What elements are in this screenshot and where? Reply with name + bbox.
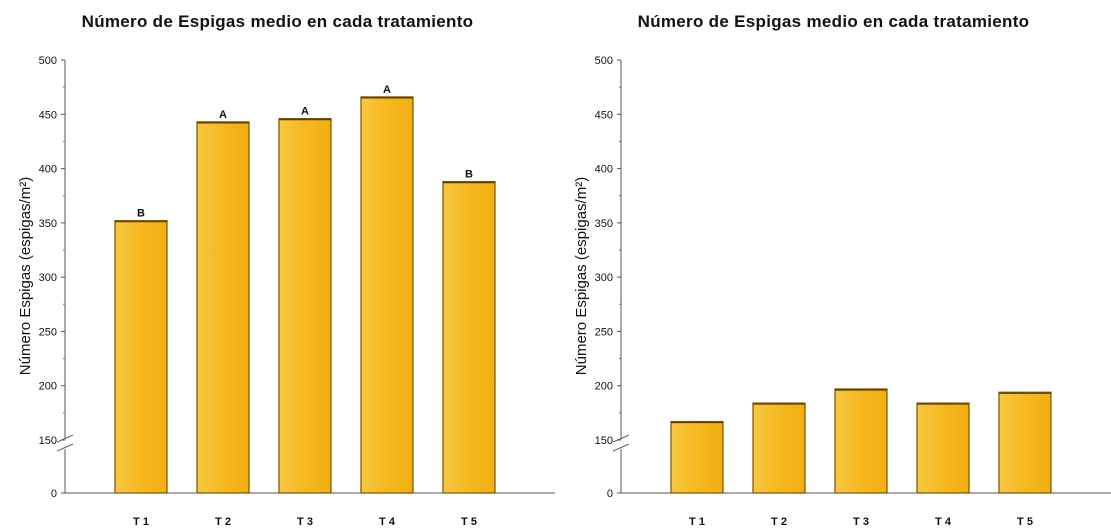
y-tick-label: 400 (595, 164, 613, 176)
bar-4 (916, 402, 970, 494)
bar-3 (278, 118, 332, 494)
y-tick-label: 150 (39, 435, 57, 447)
bar-1 (114, 220, 168, 494)
x-tick-label: T 1 (133, 516, 149, 528)
x-tick-label: T 4 (935, 516, 952, 528)
y-tick-label: 500 (595, 55, 613, 67)
bar-5 (998, 391, 1052, 494)
axis-break-mark (612, 443, 630, 452)
y-tick-label: 250 (595, 326, 613, 338)
bar-5 (442, 181, 496, 494)
y-tick-label: 0 (607, 488, 613, 500)
y-tick-label: 250 (39, 326, 57, 338)
x-tick-label: T 5 (1017, 516, 1033, 528)
plot-area: 0 150 200 250 300 350 400 450 500 Número Espigas … (17, 55, 555, 528)
bar-2 (196, 121, 250, 494)
group-label: B (137, 208, 145, 220)
y-tick-label: 400 (39, 164, 57, 176)
bar-2 (752, 402, 806, 494)
bar-1 (670, 420, 724, 494)
y-tick-label: 450 (595, 109, 613, 121)
group-label: A (301, 106, 309, 118)
x-tick-label: T 5 (461, 516, 477, 528)
chart-title: Número de Espigas medio en cada tratamie… (81, 12, 474, 31)
axis-break-mark (56, 434, 74, 443)
bar-4 (360, 96, 414, 494)
y-axis-title: Número Espigas (espigas/m²) (17, 177, 34, 375)
x-tick-label: T 3 (297, 516, 313, 528)
chart-left: Número de Espigas medio en cada tratamie… (0, 0, 555, 530)
axis-break-mark (56, 443, 74, 452)
chart-title: Número de Espigas medio en cada tratamie… (637, 12, 1030, 31)
y-tick-label: 350 (595, 218, 613, 230)
y-tick-label: 500 (39, 55, 57, 67)
x-tick-label: T 2 (771, 516, 787, 528)
y-tick-label: 300 (39, 272, 57, 284)
y-tick-label: 200 (595, 381, 613, 393)
y-tick-label: 350 (39, 218, 57, 230)
group-label: A (219, 109, 227, 121)
plot-area: 0 150 200 250 300 350 400 450 500 Número Espigas … (573, 55, 1111, 528)
x-tick-label: T 4 (379, 516, 396, 528)
y-tick-label: 450 (39, 109, 57, 121)
y-tick-label: 0 (51, 488, 57, 500)
chart-right: Número de Espigas medio en cada tratamie… (556, 0, 1111, 530)
bar-3 (834, 388, 888, 494)
axis-break-mark (612, 434, 630, 443)
group-label: A (383, 84, 391, 96)
x-tick-label: T 3 (853, 516, 869, 528)
x-tick-label: T 1 (689, 516, 705, 528)
y-tick-label: 200 (39, 381, 57, 393)
x-tick-label: T 2 (215, 516, 231, 528)
y-axis-title: Número Espigas (espigas/m²) (573, 177, 590, 375)
y-tick-label: 150 (595, 435, 613, 447)
y-tick-label: 300 (595, 272, 613, 284)
group-label: B (465, 169, 473, 181)
